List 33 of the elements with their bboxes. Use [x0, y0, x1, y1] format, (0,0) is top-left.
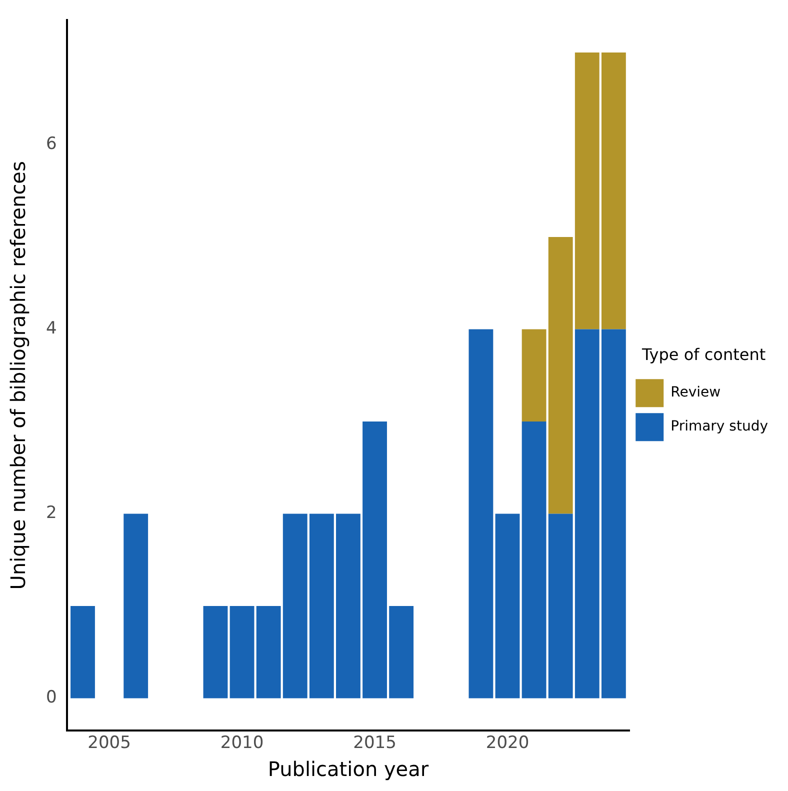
y-tick-label: 4: [46, 318, 57, 339]
legend-label: Primary study: [670, 418, 768, 435]
bar: [230, 606, 254, 698]
bar: [362, 422, 387, 698]
bar: [203, 606, 228, 698]
bar: [124, 514, 148, 698]
y-tick-label: 2: [46, 503, 57, 524]
bar: [389, 606, 414, 698]
bar: [574, 52, 600, 330]
bar: [495, 514, 520, 698]
x-tick-label: 2015: [353, 733, 396, 754]
y-axis-title: Unique number of bibliographic references: [6, 161, 30, 590]
bar: [522, 422, 546, 698]
x-tick-label: 2010: [220, 733, 264, 754]
legend-label: Review: [670, 384, 721, 401]
legend-title: Type of content: [641, 345, 766, 364]
x-axis-title: Publication year: [268, 757, 430, 782]
bar: [70, 606, 95, 698]
bar: [256, 606, 281, 698]
bar: [548, 237, 573, 514]
bar: [468, 329, 494, 698]
bar: [601, 52, 626, 330]
bar: [309, 514, 334, 698]
bar: [522, 329, 546, 422]
bar: [282, 514, 308, 698]
bar: [601, 329, 626, 698]
bar: [548, 514, 573, 698]
bar: [574, 329, 600, 698]
x-tick-label: 2020: [486, 733, 530, 754]
y-tick-label: 6: [46, 134, 57, 154]
x-tick-label: 2005: [88, 733, 131, 754]
y-tick-label: 0: [46, 688, 57, 708]
bar: [336, 514, 360, 698]
